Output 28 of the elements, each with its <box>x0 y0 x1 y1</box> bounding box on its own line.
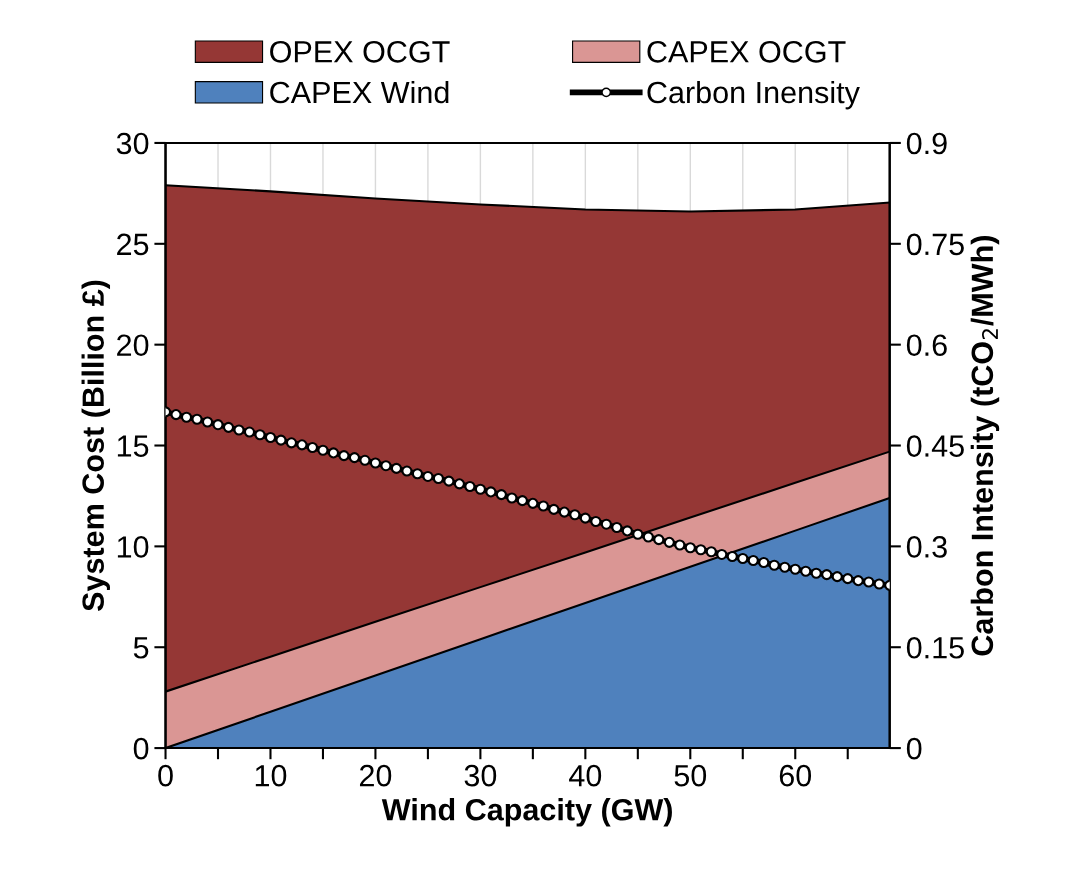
y-tick-label: 5 <box>133 637 149 659</box>
y-tick-label: 15 <box>117 435 149 457</box>
y-tick-label: 0 <box>133 737 149 760</box>
y-tick-label: 25 <box>117 233 149 256</box>
y-tick-label: 20 <box>117 334 149 357</box>
x-tick-label: 40 <box>569 764 602 787</box>
x-tick-label: 50 <box>674 764 707 787</box>
y2-tick-label: 0 <box>906 737 922 760</box>
y-tick-label: 10 <box>117 536 149 558</box>
x-tick-label: 60 <box>779 764 812 787</box>
x-tick-label: 20 <box>359 764 392 787</box>
y2-axis-title: Carbon Intensity (tCO$_{2}$/MWh) <box>970 236 1000 656</box>
x-axis-title: Wind Capacity (GW) <box>381 798 672 827</box>
legend-label: OPEX OCGT <box>270 41 450 63</box>
legend-label: CAPEX Wind <box>270 80 449 104</box>
x-tick-label: 10 <box>255 764 287 787</box>
y2-tick-label: 0.6 <box>906 334 947 357</box>
y2-tick-label: 0.3 <box>906 536 947 558</box>
y2-tick-label: 0.45 <box>906 435 964 457</box>
x-tick-label: 30 <box>464 764 497 787</box>
legend-label: CAPEX OCGT <box>647 41 846 63</box>
legend-label: Carbon Inensity <box>647 80 860 110</box>
y2-tick-label: 0.9 <box>906 132 947 155</box>
y2-tick-label: 0.75 <box>906 233 964 256</box>
x-tick-label: 0 <box>158 764 173 787</box>
y-axis-title: System Cost (Billion £) <box>81 280 111 612</box>
y2-tick-label: 0.15 <box>906 636 964 659</box>
y-tick-label: 30 <box>116 132 149 155</box>
